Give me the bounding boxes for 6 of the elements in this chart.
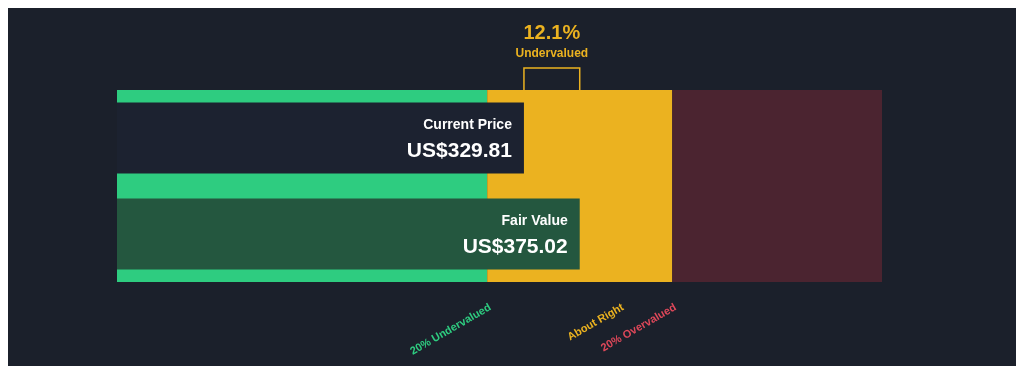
- y-tick-label: Current Price: [423, 116, 513, 132]
- text: Undervalued: [515, 46, 589, 60]
- data-label: US$375.02: [462, 233, 568, 257]
- y-tick-label: Fair Value: [501, 212, 568, 228]
- data-label: US$329.81: [406, 137, 513, 161]
- text: 12.1%: [523, 21, 581, 43]
